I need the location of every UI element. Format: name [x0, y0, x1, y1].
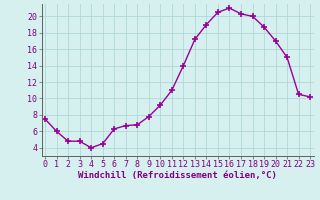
X-axis label: Windchill (Refroidissement éolien,°C): Windchill (Refroidissement éolien,°C) — [78, 171, 277, 180]
